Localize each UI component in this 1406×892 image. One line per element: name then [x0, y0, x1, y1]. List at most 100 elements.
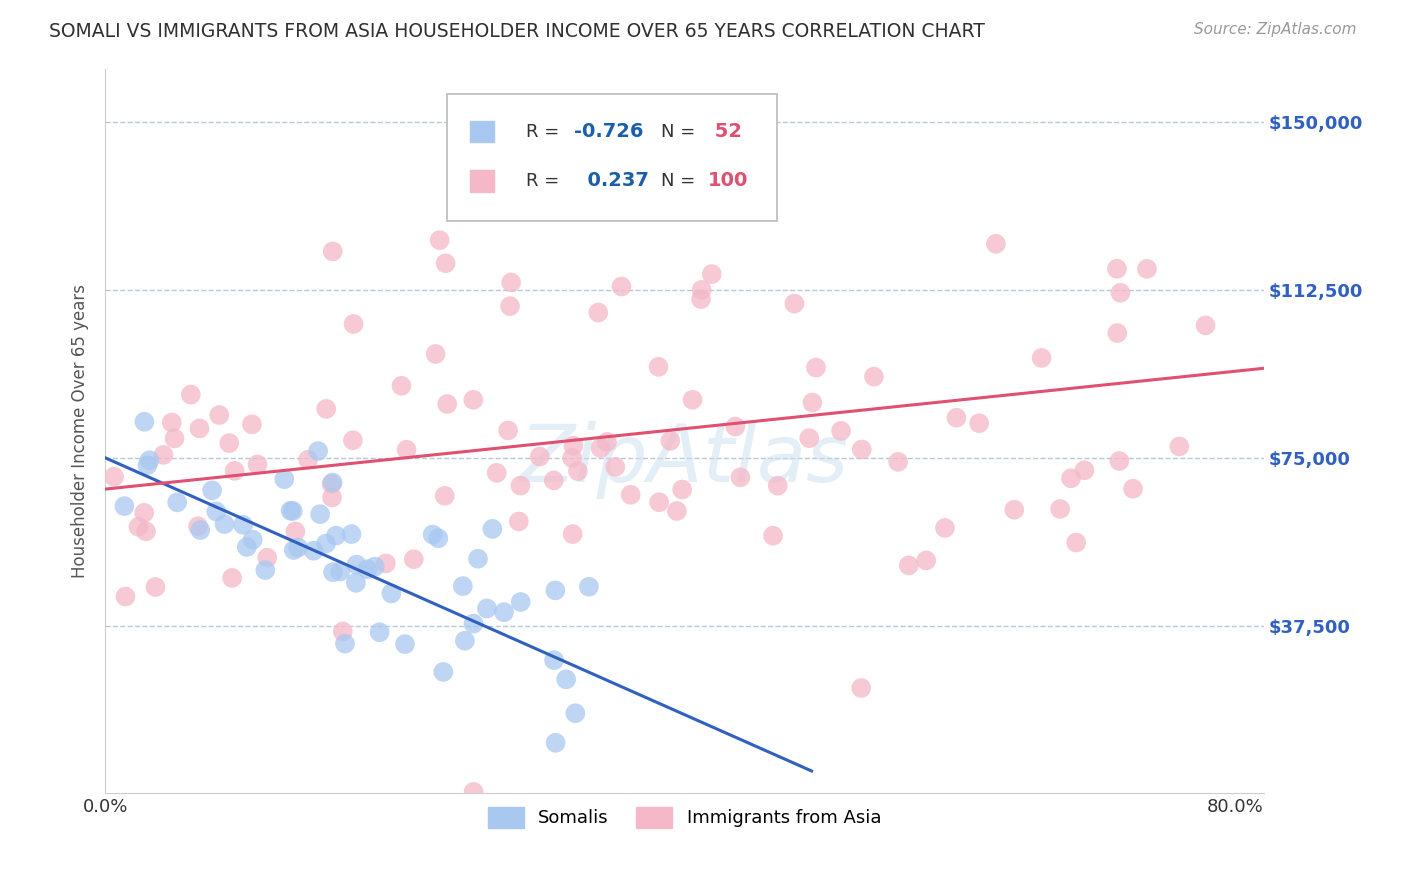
Point: [1031, 351, 1053, 365]
Text: SOMALI VS IMMIGRANTS FROM ASIA HOUSEHOLDER INCOME OVER 65 YEARS CORRELATION CHAR: SOMALI VS IMMIGRANTS FROM ASIA HOUSEHOLD…: [49, 22, 986, 41]
Point: [984, 236, 1007, 251]
Point: [309, 507, 332, 521]
Point: [242, 533, 264, 547]
Legend: Somalis, Immigrants from Asia: Somalis, Immigrants from Asia: [481, 800, 889, 835]
Point: [610, 279, 633, 293]
Point: [287, 541, 309, 555]
Text: N =: N =: [661, 172, 702, 190]
Point: [1168, 439, 1191, 453]
Point: [682, 392, 704, 407]
Point: [671, 483, 693, 497]
Point: [561, 450, 583, 465]
Point: [325, 528, 347, 542]
Point: [281, 504, 304, 518]
Point: [499, 299, 522, 313]
Point: [1194, 318, 1216, 333]
Point: [273, 472, 295, 486]
Point: [380, 586, 402, 600]
Point: [188, 523, 211, 537]
Point: [163, 432, 186, 446]
Point: [596, 434, 619, 449]
Point: [1108, 454, 1130, 468]
Point: [561, 527, 583, 541]
Point: [496, 424, 519, 438]
Point: [851, 442, 873, 457]
Text: R =: R =: [526, 122, 565, 141]
Point: [605, 459, 627, 474]
Point: [127, 520, 149, 534]
Point: [434, 256, 457, 270]
Point: [467, 551, 489, 566]
Point: [429, 233, 451, 247]
Point: [475, 601, 498, 615]
Point: [454, 633, 477, 648]
Y-axis label: Householder Income Over 65 years: Householder Income Over 65 years: [72, 284, 89, 578]
Point: [463, 392, 485, 407]
Bar: [470, 120, 495, 143]
Point: [1107, 326, 1129, 340]
Point: [451, 579, 474, 593]
Point: [152, 448, 174, 462]
Point: [356, 562, 378, 576]
Point: [620, 488, 643, 502]
Text: 0.237: 0.237: [575, 171, 650, 190]
Point: [648, 495, 671, 509]
Point: [659, 434, 682, 448]
Point: [508, 515, 530, 529]
Point: [700, 267, 723, 281]
Point: [1049, 502, 1071, 516]
Point: [321, 491, 343, 505]
Point: [543, 473, 565, 487]
Point: [562, 439, 585, 453]
Point: [346, 558, 368, 572]
Point: [205, 504, 228, 518]
Point: [224, 464, 246, 478]
Text: 52: 52: [707, 122, 741, 141]
Point: [1064, 535, 1087, 549]
Point: [730, 470, 752, 484]
Point: [1122, 482, 1144, 496]
Point: [322, 475, 344, 490]
Point: [432, 665, 454, 679]
Point: [322, 565, 344, 579]
Point: [340, 527, 363, 541]
Point: [863, 369, 886, 384]
Point: [543, 653, 565, 667]
Point: [690, 283, 713, 297]
Point: [783, 296, 806, 310]
Point: [647, 359, 669, 374]
Point: [830, 424, 852, 438]
Point: [134, 415, 156, 429]
Point: [218, 436, 240, 450]
Point: [766, 478, 789, 492]
Point: [555, 673, 578, 687]
Point: [166, 495, 188, 509]
Point: [588, 305, 610, 319]
Point: [492, 605, 515, 619]
Point: [135, 524, 157, 539]
Point: [529, 450, 551, 464]
Point: [463, 616, 485, 631]
Point: [433, 489, 456, 503]
Point: [394, 637, 416, 651]
Text: R =: R =: [526, 172, 565, 190]
Point: [1105, 261, 1128, 276]
Point: [138, 453, 160, 467]
Point: [436, 397, 458, 411]
Point: [187, 519, 209, 533]
Point: [232, 517, 254, 532]
Point: [589, 441, 612, 455]
Point: [188, 421, 211, 435]
Point: [851, 681, 873, 695]
Text: ZipAtlas: ZipAtlas: [520, 421, 849, 499]
Point: [344, 575, 367, 590]
Text: Source: ZipAtlas.com: Source: ZipAtlas.com: [1194, 22, 1357, 37]
Point: [329, 565, 352, 579]
Point: [307, 444, 329, 458]
Point: [762, 529, 785, 543]
Point: [374, 557, 396, 571]
Point: [1109, 285, 1132, 300]
Point: [391, 379, 413, 393]
Point: [240, 417, 263, 432]
Point: [544, 583, 567, 598]
